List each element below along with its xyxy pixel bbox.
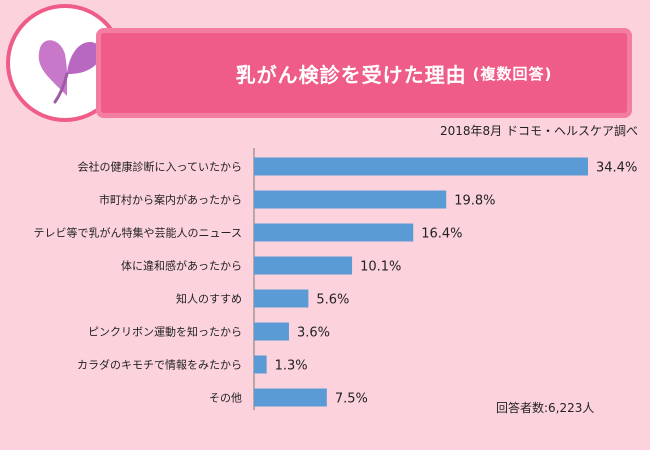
category-label: ピンクリボン運動を知ったから — [88, 325, 242, 339]
title-banner: 乳がん検診を受けた理由 (複数回答) — [96, 28, 632, 118]
category-label: カラダのキモチで情報をみたから — [77, 358, 242, 372]
page-title: 乳がん検診を受けた理由 — [235, 62, 467, 87]
category-label: その他 — [209, 392, 242, 405]
value-label: 7.5% — [335, 392, 368, 407]
bar — [254, 190, 447, 209]
bar — [254, 388, 327, 407]
page-subtitle: (複数回答) — [472, 64, 553, 83]
bar — [254, 223, 414, 242]
bar — [254, 322, 289, 341]
value-label: 1.3% — [275, 359, 308, 374]
category-label: 体に違和感があったから — [121, 259, 242, 273]
value-label: 3.6% — [297, 326, 330, 341]
category-label: 市町村から案内があったから — [99, 193, 242, 207]
category-label: 知人のすすめ — [176, 292, 242, 306]
respondent-count: 回答者数:6,223人 — [496, 401, 595, 415]
category-label: 会社の健康診断に入っていたから — [78, 160, 242, 174]
source-note: 2018年8月 ドコモ・ヘルスケア調べ — [440, 124, 638, 138]
category-label: テレビ等で乳がん特集や芸能人のニュース — [34, 226, 242, 240]
bar — [254, 157, 588, 176]
value-label: 19.8% — [454, 194, 495, 209]
heart-icon — [38, 40, 101, 104]
value-label: 5.6% — [316, 293, 349, 308]
value-label: 10.1% — [360, 260, 401, 275]
value-label: 16.4% — [421, 227, 462, 242]
bar — [254, 256, 353, 275]
bar — [254, 355, 267, 374]
bar — [254, 289, 309, 308]
value-label: 34.4% — [596, 161, 637, 176]
